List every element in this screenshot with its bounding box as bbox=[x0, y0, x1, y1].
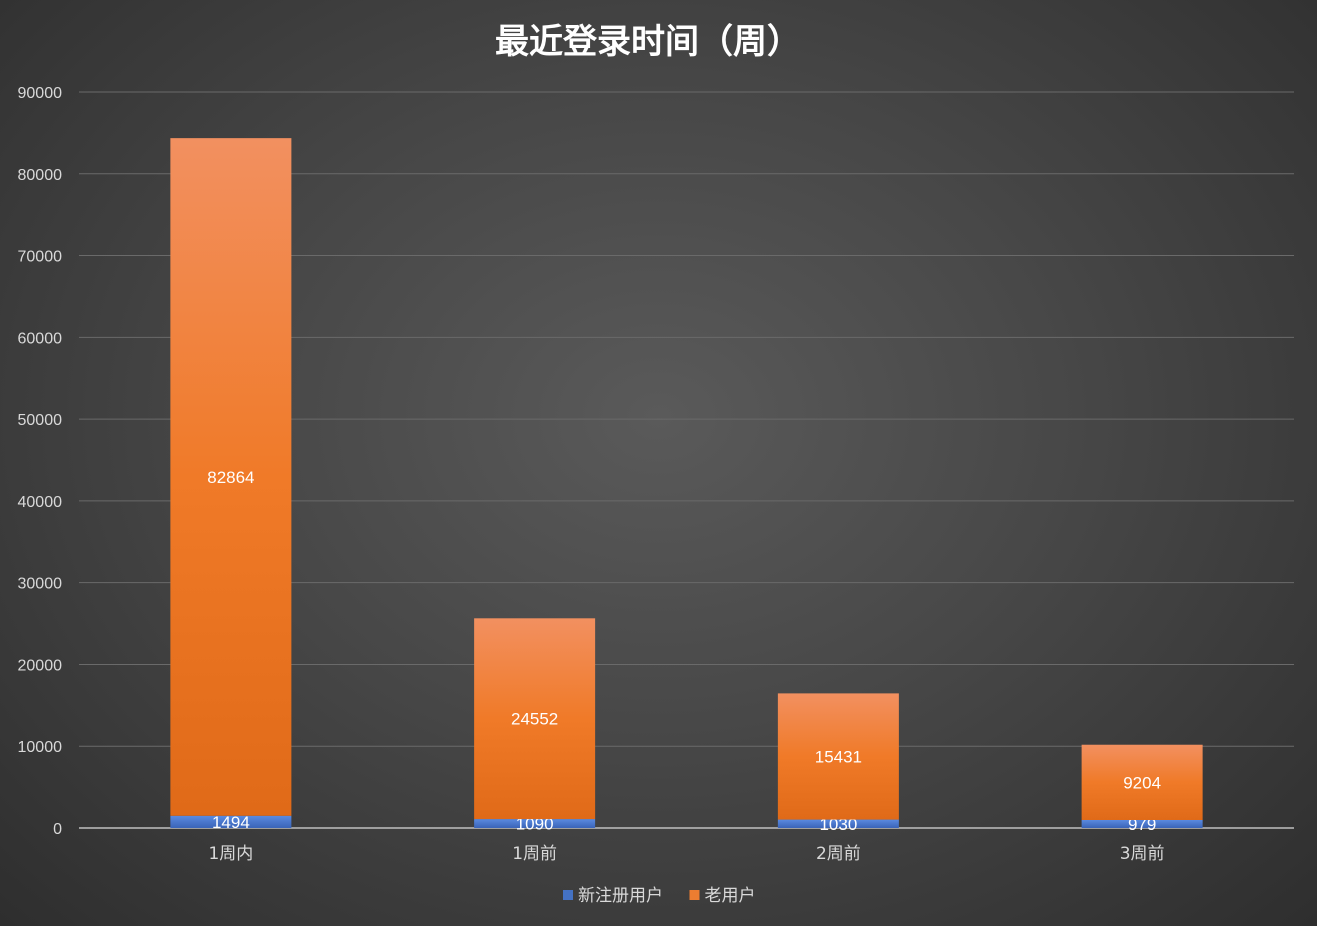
y-tick-label: 60000 bbox=[18, 330, 63, 347]
x-axis-labels: 1周内 1周前 2周前 3周前 bbox=[208, 844, 1164, 864]
y-tick-label: 30000 bbox=[18, 576, 63, 593]
bar-old-users bbox=[474, 618, 596, 820]
legend-label: 新注册用户 bbox=[578, 886, 663, 906]
bar-new-users bbox=[474, 819, 596, 828]
x-tick-label: 2周前 bbox=[816, 844, 861, 864]
data-label: 82864 bbox=[207, 468, 254, 487]
y-tick-label: 70000 bbox=[18, 249, 63, 266]
legend-label: 老用户 bbox=[705, 886, 756, 906]
legend-swatch bbox=[563, 890, 573, 900]
bar-new-users bbox=[170, 815, 292, 828]
bar-old-users bbox=[777, 693, 899, 820]
bar-new-users bbox=[1081, 819, 1203, 828]
y-axis-ticks: 0 10000 20000 30000 40000 50000 60000 70000 8000… bbox=[18, 85, 63, 838]
legend-swatch bbox=[689, 890, 700, 900]
data-label: 1494 bbox=[212, 813, 250, 832]
data-label: 9204 bbox=[1123, 773, 1161, 792]
bar-new-users bbox=[777, 819, 899, 828]
x-tick-label: 1周内 bbox=[208, 844, 253, 864]
y-tick-label: 50000 bbox=[18, 412, 63, 429]
data-label: 15431 bbox=[815, 747, 862, 766]
bar-old-users bbox=[1081, 744, 1203, 820]
data-label: 1090 bbox=[516, 815, 554, 834]
y-tick-label: 20000 bbox=[18, 657, 63, 674]
y-tick-label: 10000 bbox=[18, 739, 63, 756]
data-label: 24552 bbox=[511, 710, 558, 729]
y-tick-label: 0 bbox=[53, 821, 62, 838]
x-tick-label: 3周前 bbox=[1120, 844, 1165, 864]
bar-old-users bbox=[170, 138, 292, 816]
legend: 新注册用户 老用户 bbox=[563, 886, 756, 906]
chart-title: 最近登录时间（周） bbox=[495, 22, 801, 62]
y-tick-label: 80000 bbox=[18, 167, 63, 184]
x-tick-label: 1周前 bbox=[512, 844, 557, 864]
y-tick-label: 90000 bbox=[18, 85, 63, 102]
y-tick-label: 40000 bbox=[18, 494, 63, 511]
